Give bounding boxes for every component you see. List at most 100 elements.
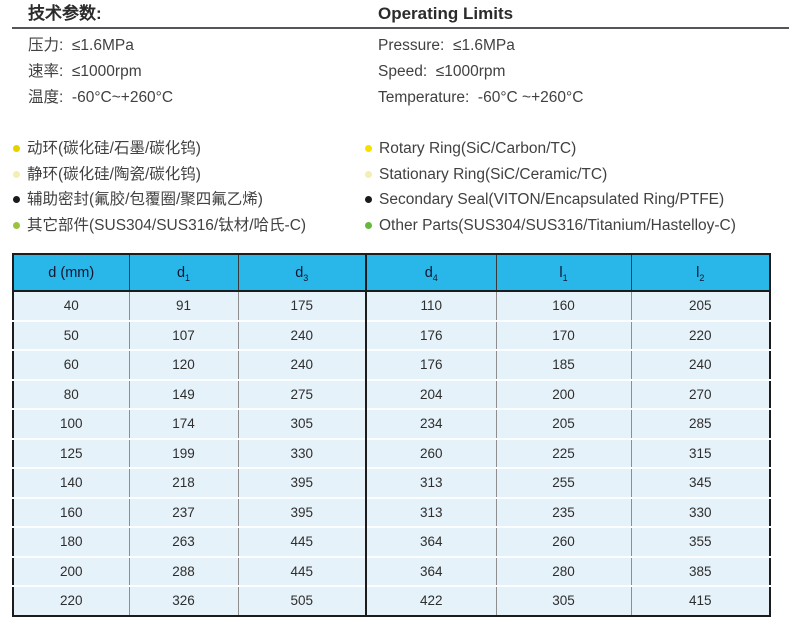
material-item: Stationary Ring(SiC/Ceramic/TC) [364,162,789,188]
material-item: 动环(碳化硅/石墨/碳化钨) [12,136,364,162]
table-cell: 140 [13,467,129,498]
table-cell: 100 [13,408,129,439]
specs-zh: 压力: ≤1.6MPa 速率: ≤1000rpm 温度: -60°C~+260°… [12,33,364,111]
table-cell: 107 [128,319,238,350]
table-cell: 270 [630,378,770,409]
table-cell: 415 [630,585,770,616]
table-row: 80 149 275 204 200 270 [13,378,770,409]
table-cell: 120 [128,349,238,380]
table-row: 40 91 175 110 160 205 [13,291,770,321]
table-cell: 315 [630,437,770,468]
table-cell: 313 [365,496,496,527]
material-item: 辅助密封(氟胶/包覆圈/聚四氟乙烯) [12,187,364,213]
pressure-zh: 压力: ≤1.6MPa [28,37,134,54]
table-cell: 50 [13,319,129,350]
table-cell: 330 [630,496,770,527]
bullet-icon [13,196,20,204]
table-cell: 220 [630,319,770,350]
column-header: d3 [237,254,366,292]
table-row: 180 263 445 364 260 355 [13,526,770,557]
dimension-table: d (mm) d1 d3 d4 l1 l2 40 91 175 110 160 205 50 107 24… [12,253,771,617]
material-text: Other Parts(SUS304/SUS316/Titanium/Haste… [379,216,736,234]
table-cell: 313 [365,467,496,498]
table-cell: 170 [495,319,631,350]
table-cell: 175 [237,291,366,321]
heading-right-wrap: Operating Limits [364,4,789,24]
table-cell: 240 [237,319,366,350]
materials-zh: 动环(碳化硅/石墨/碳化钨) 静环(碳化硅/陶瓷/碳化钨) 辅助密封(氟胶/包覆圈/… [12,136,364,238]
bullet-icon [365,196,372,204]
table-cell: 199 [128,437,238,468]
column-header: d1 [128,254,238,292]
table-cell: 40 [13,291,129,321]
table-cell: 326 [128,585,238,616]
operating-limits-section: 压力: ≤1.6MPa 速率: ≤1000rpm 温度: -60°C~+260°… [12,33,789,111]
table-cell: 110 [365,291,496,321]
table-cell: 305 [495,585,631,616]
material-text: Rotary Ring(SiC/Carbon/TC) [379,140,577,157]
table-row: 60 120 240 176 185 240 [13,349,770,380]
bullet-icon [13,170,20,178]
heading-left-wrap: 技术参数: [12,4,364,24]
table-body: 40 91 175 110 160 205 50 107 240 176 170 220 60 120 24… [13,291,770,616]
material-text: 动环(碳化硅/石墨/碳化钨) [27,140,201,157]
material-item: Rotary Ring(SiC/Carbon/TC) [364,136,789,162]
bullet-icon [365,170,372,178]
table-cell: 263 [128,526,238,557]
table-cell: 185 [495,349,631,380]
materials-section: 动环(碳化硅/石墨/碳化钨) 静环(碳化硅/陶瓷/碳化钨) 辅助密封(氟胶/包覆圈/… [12,136,789,238]
temperature-en: Temperature: -60°C ~+260°C [378,89,584,106]
tech-params-title-zh: 技术参数: [28,4,102,23]
table-cell: 280 [495,555,631,586]
table-cell: 505 [237,585,366,616]
table-row: 160 237 395 313 235 330 [13,496,770,527]
table-row: 220 326 505 422 305 415 [13,585,770,616]
speed-zh: 速率: ≤1000rpm [28,63,142,80]
table-cell: 395 [237,496,366,527]
table-cell: 176 [365,319,496,350]
speed-en: Speed: ≤1000rpm [378,63,506,80]
table-cell: 234 [365,408,496,439]
bullet-icon [365,221,372,229]
table-row: 50 107 240 176 170 220 [13,319,770,350]
pressure-en: Pressure: ≤1.6MPa [378,37,515,54]
materials-en: Rotary Ring(SiC/Carbon/TC) Stationary Rin… [364,136,789,238]
table-cell: 345 [630,467,770,498]
table-row: 100 174 305 234 205 285 [13,408,770,439]
material-text: 辅助密封(氟胶/包覆圈/聚四氟乙烯) [27,191,263,208]
table-cell: 174 [128,408,238,439]
table-cell: 240 [630,349,770,380]
material-item: Other Parts(SUS304/SUS316/Titanium/Haste… [364,213,789,239]
specs-en: Pressure: ≤1.6MPa Speed: ≤1000rpm Temper… [364,33,789,111]
table-cell: 445 [237,526,366,557]
table-cell: 305 [237,408,366,439]
material-text: 其它部件(SUS304/SUS316/钛材/哈氏-C) [27,216,307,234]
table-cell: 235 [495,496,631,527]
table-cell: 218 [128,467,238,498]
table-header-row: d (mm) d1 d3 d4 l1 l2 [13,254,770,292]
table-cell: 125 [13,437,129,468]
table-cell: 275 [237,378,366,409]
material-text: 静环(碳化硅/陶瓷/碳化钨) [27,165,201,183]
column-header: l2 [630,254,770,292]
table-cell: 160 [13,496,129,527]
table-cell: 200 [495,378,631,409]
table-cell: 395 [237,467,366,498]
table-cell: 60 [13,349,129,380]
column-header: l1 [495,254,631,292]
table-cell: 288 [128,555,238,586]
table-cell: 176 [365,349,496,380]
column-header: d4 [365,254,496,292]
table-cell: 385 [630,555,770,586]
table-cell: 255 [495,467,631,498]
table-cell: 260 [495,526,631,557]
table-cell: 204 [365,378,496,409]
table-cell: 160 [495,291,631,321]
bullet-icon [365,145,372,153]
table-cell: 364 [365,526,496,557]
table-cell: 445 [237,555,366,586]
temperature-zh: 温度: -60°C~+260°C [28,89,174,106]
column-header: d (mm) [13,254,129,292]
material-item: 静环(碳化硅/陶瓷/碳化钨) [12,162,364,188]
material-item: 其它部件(SUS304/SUS316/钛材/哈氏-C) [12,213,364,239]
